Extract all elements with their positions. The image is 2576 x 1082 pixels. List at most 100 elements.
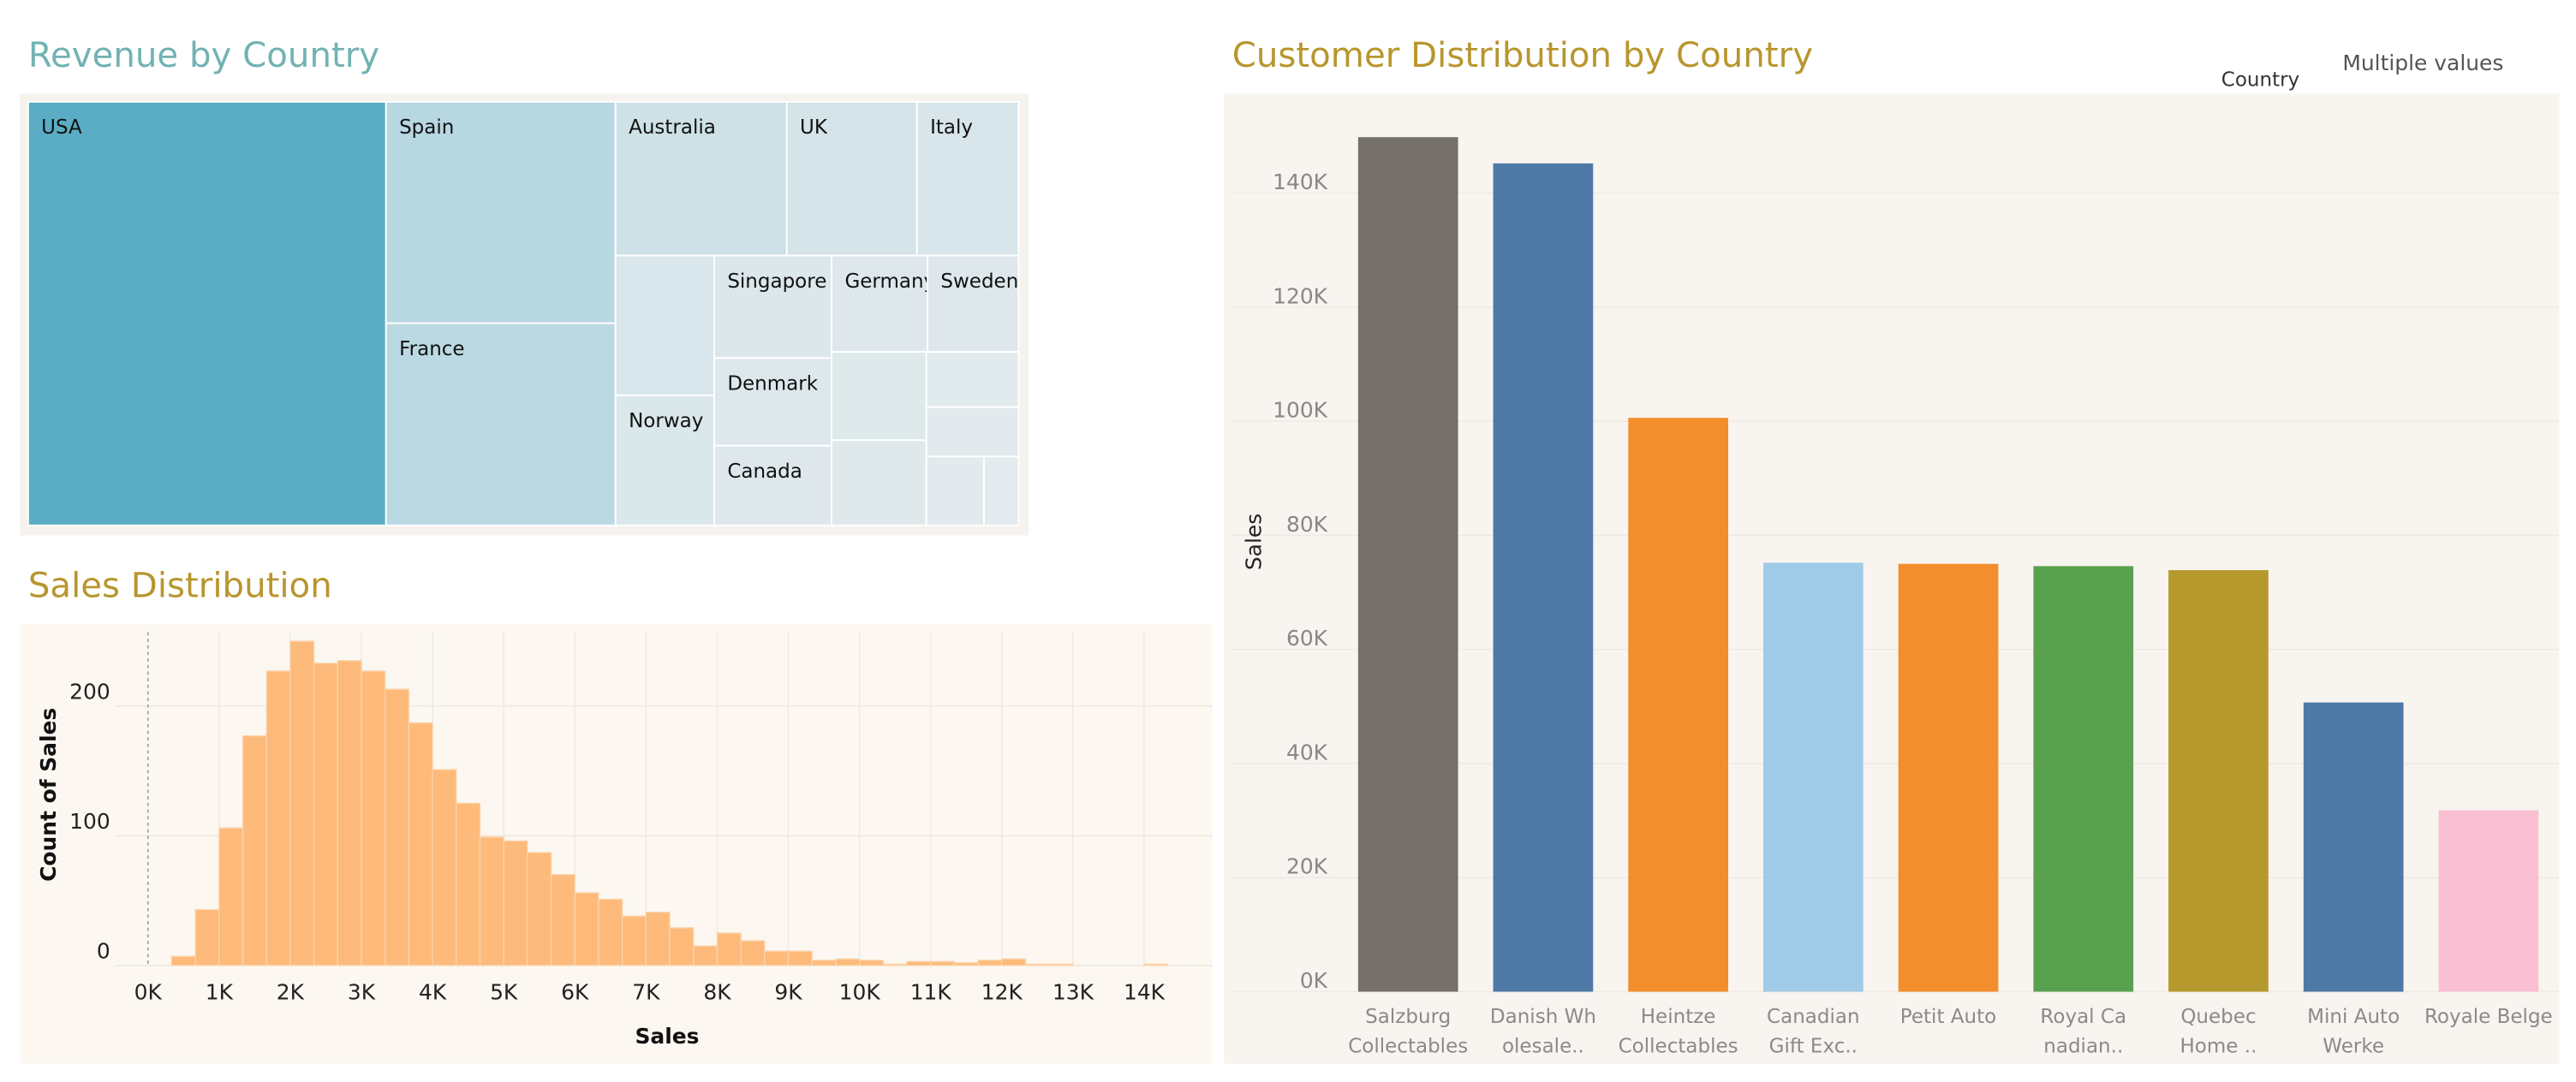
y-tick-label: 80K <box>1286 512 1328 537</box>
histogram-bar <box>170 955 196 966</box>
treemap-label: USA <box>41 116 82 139</box>
x-tick-label: Quebec Home .. <box>2179 1004 2257 1058</box>
bar <box>1763 562 1863 992</box>
treemap-label: Denmark <box>727 373 818 395</box>
histogram-bar <box>693 945 719 966</box>
x-tick-label: 14K <box>1124 979 1166 1004</box>
x-tick-label: 9K <box>774 979 802 1004</box>
y-axis-title: Count of Sales <box>36 708 61 882</box>
histogram-bar <box>289 640 315 966</box>
bar <box>1493 163 1594 992</box>
x-tick-label: Petit Auto <box>1899 1004 1997 1028</box>
histogram-bar <box>669 927 695 966</box>
filter-label: Country <box>2221 68 2299 91</box>
histogram-bar <box>1024 963 1050 966</box>
x-tick-label: Royale Belge <box>2424 1004 2553 1028</box>
filter-value[interactable]: Multiple values <box>2342 51 2503 75</box>
y-tick-label: 60K <box>1286 626 1328 651</box>
histogram-bar <box>716 932 742 966</box>
bar <box>2438 810 2539 992</box>
histogram-bar <box>361 670 386 966</box>
chart-title: Sales Distribution <box>28 567 332 606</box>
treemap-cell <box>831 351 927 442</box>
x-tick-label-box: Canadian Gift Exc.. <box>1767 1005 1860 1057</box>
x-tick-label-box: Heintze Collectables <box>1619 1005 1738 1057</box>
histogram-bar <box>384 688 410 966</box>
histogram-bar <box>313 663 339 966</box>
x-tick-label-box: Quebec Home .. <box>2179 1004 2257 1058</box>
bar <box>2168 570 2269 992</box>
histogram-bar <box>598 898 623 966</box>
histogram-bar <box>906 960 932 966</box>
treemap-cell <box>831 254 929 354</box>
x-tick-label: 12K <box>981 979 1023 1004</box>
histogram-bar <box>930 960 956 966</box>
histogram-bar <box>432 769 457 966</box>
histogram-bar <box>882 963 908 966</box>
y-tick-label: 20K <box>1286 854 1328 879</box>
y-tick-label: 120K <box>1273 283 1328 308</box>
treemap-cell <box>925 406 1020 458</box>
x-tick-label: 1K <box>206 979 234 1004</box>
histogram-bar <box>337 660 362 966</box>
treemap-cell <box>925 351 1020 408</box>
histogram-bar <box>835 958 861 966</box>
histogram-bar <box>764 950 790 966</box>
treemap-cell <box>983 455 1020 526</box>
histogram-bar <box>456 802 481 966</box>
histogram-bar <box>503 840 528 966</box>
chart-title: Revenue by Country <box>28 36 379 75</box>
treemap-cell <box>915 100 1020 257</box>
histogram-bar <box>645 912 671 966</box>
y-axis-title: Sales <box>1242 514 1267 570</box>
y-tick-label: 0 <box>97 938 110 963</box>
treemap-label: Singapore <box>727 270 826 293</box>
treemap-cell <box>27 100 387 526</box>
x-tick-label: 2K <box>277 979 305 1004</box>
bar <box>2033 566 2134 992</box>
bar <box>1628 418 1728 992</box>
y-tick-label: 100K <box>1273 398 1328 423</box>
x-tick-label: 7K <box>632 979 660 1004</box>
histogram-panel <box>20 623 1213 1064</box>
x-tick-label: Salzburg Collectables <box>1348 1004 1469 1058</box>
histogram-bar <box>408 722 433 966</box>
x-tick-label: Royal Ca nadian.. <box>2040 1004 2127 1058</box>
bar <box>2303 702 2404 992</box>
x-tick-label-box: Petit Auto <box>1899 1004 1997 1028</box>
histogram-bar <box>479 836 504 966</box>
treemap-label: UK <box>800 116 828 139</box>
treemap-label: Norway <box>629 410 703 432</box>
treemap-cell <box>785 100 918 257</box>
x-tick-label: Danish Wh olesale.. <box>1489 1004 1596 1058</box>
x-tick-label: 3K <box>348 979 376 1004</box>
x-tick-label: 5K <box>490 979 518 1004</box>
histogram-bar <box>194 908 220 966</box>
histogram-bar <box>858 960 884 966</box>
histogram-bar <box>550 874 575 966</box>
x-tick-label: 6K <box>561 979 589 1004</box>
treemap-label: Germany <box>844 270 935 293</box>
histogram-bar <box>787 950 813 966</box>
treemap-label: Canada <box>727 461 802 483</box>
x-tick-label: 13K <box>1052 979 1094 1004</box>
x-tick-label: 11K <box>910 979 952 1004</box>
x-tick-label: Mini Auto Werke <box>2307 1004 2400 1058</box>
treemap-cell <box>713 254 833 360</box>
histogram-bar <box>527 852 552 966</box>
treemap-cell <box>831 439 927 526</box>
histogram-bar <box>265 670 291 966</box>
histogram-bar <box>740 940 766 966</box>
treemap-label: France <box>399 338 464 360</box>
y-tick-label: 100 <box>69 809 110 834</box>
x-tick-label: 4K <box>419 979 447 1004</box>
treemap-cell <box>614 100 788 257</box>
treemap-cell <box>614 254 715 396</box>
treemap-cell <box>713 444 833 526</box>
x-tick-label-box: Salzburg Collectables <box>1348 1004 1469 1058</box>
histogram-bar <box>953 962 979 966</box>
histogram-bar <box>218 827 244 966</box>
bar <box>1357 137 1458 992</box>
x-tick-label-box: Royale Belge <box>2424 1004 2553 1028</box>
